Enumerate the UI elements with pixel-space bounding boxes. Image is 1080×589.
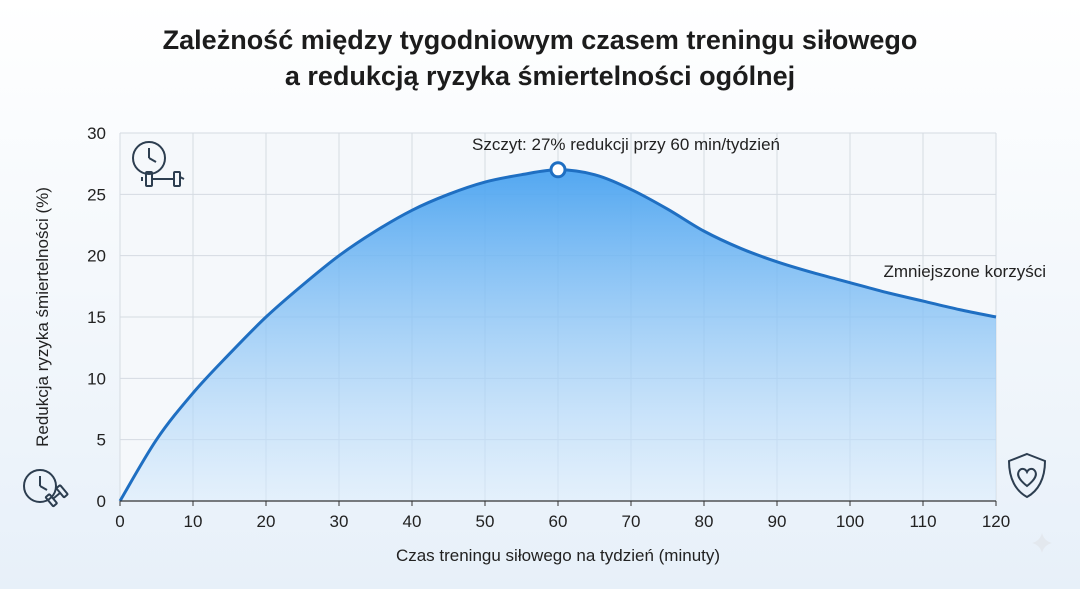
y-tick-label: 15	[87, 308, 106, 327]
y-tick-label: 20	[87, 247, 106, 266]
x-tick-label: 0	[115, 512, 124, 531]
y-axis-label: Redukcja ryzyka śmiertelności (%)	[33, 187, 52, 447]
x-tick-label: 70	[622, 512, 641, 531]
y-ticks: 0 5 10 15 20 25 30	[87, 124, 106, 511]
x-ticks: 0 10 20 30 40 50 60 70 80 90 100 110 120	[115, 501, 1010, 531]
peak-marker	[549, 161, 567, 179]
x-tick-label: 80	[695, 512, 714, 531]
clock-dumbbell-icon	[132, 141, 185, 187]
y-tick-label: 0	[97, 492, 106, 511]
chart-title-line1: Zależność między tygodniowym czasem tren…	[162, 25, 918, 55]
x-tick-label: 100	[836, 512, 864, 531]
shield-heart-icon	[1007, 452, 1047, 499]
area-fill	[120, 169, 996, 502]
x-tick-label: 30	[330, 512, 349, 531]
y-tick-label: 10	[87, 369, 106, 388]
x-tick-label: 110	[909, 512, 936, 531]
tail-annotation: Zmniejszone korzyści	[884, 262, 1047, 281]
x-tick-label: 20	[257, 512, 276, 531]
x-tick-label: 60	[549, 512, 568, 531]
peak-annotation: Szczyt: 27% redukcji przy 60 min/tydzień	[472, 135, 780, 154]
x-tick-label: 40	[403, 512, 422, 531]
x-tick-label: 120	[982, 512, 1010, 531]
y-tick-label: 5	[97, 431, 106, 450]
chart-title: Zależność między tygodniowym czasem tren…	[0, 22, 1080, 94]
clock-dumbbell-icon	[23, 469, 69, 508]
chart-title-line2: a redukcją ryzyka śmiertelności ogólnej	[284, 61, 796, 91]
y-tick-label: 30	[87, 124, 106, 143]
y-tick-label: 25	[87, 185, 106, 204]
sparkle-icon	[1032, 533, 1052, 553]
x-axis-label: Czas treningu siłowego na tydzień (minut…	[396, 546, 720, 565]
x-tick-label: 10	[184, 512, 203, 531]
x-tick-label: 90	[768, 512, 787, 531]
x-tick-label: 50	[476, 512, 495, 531]
